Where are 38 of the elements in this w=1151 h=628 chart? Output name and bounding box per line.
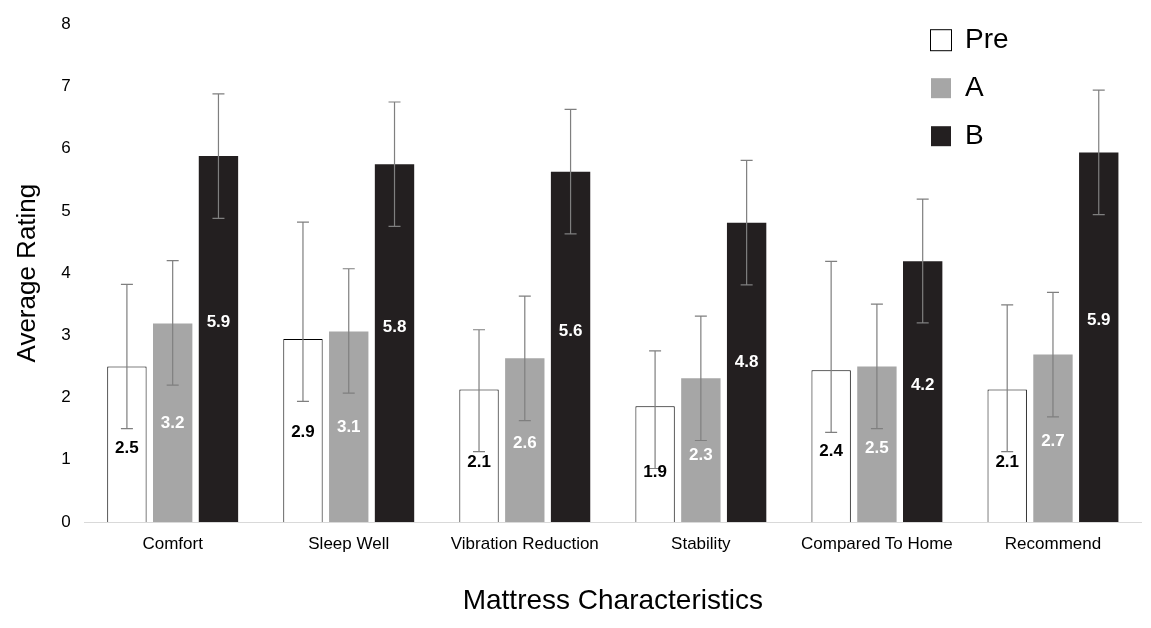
legend-label: Pre (965, 22, 1009, 54)
y-axis-title: Average Rating (10, 183, 41, 363)
x-tick-label: Comfort (142, 533, 204, 553)
data-label: 3.2 (160, 412, 185, 432)
data-label: 2.6 (512, 433, 537, 453)
y-tick-label: 4 (61, 262, 71, 282)
y-tick-label: 2 (61, 387, 71, 407)
y-tick-label: 0 (61, 511, 71, 531)
data-label: 1.9 (643, 462, 667, 482)
data-label: 2.4 (819, 440, 844, 460)
data-label: 5.9 (206, 312, 231, 332)
x-tick-label: Compared To Home (801, 533, 953, 553)
data-label: 5.8 (382, 317, 407, 337)
y-tick-label: 8 (61, 13, 71, 33)
legend-label: B (965, 118, 984, 150)
data-label: 2.9 (291, 421, 315, 441)
x-axis-title: Mattress Characteristics (462, 583, 763, 615)
data-label: 4.2 (910, 375, 935, 395)
y-tick-label: 6 (61, 138, 71, 158)
data-label: 2.5 (865, 438, 889, 458)
x-tick-label: Sleep Well (308, 533, 390, 553)
y-tick-label: 5 (61, 200, 71, 220)
legend-label: A (965, 70, 984, 102)
x-tick-label: Recommend (1004, 533, 1102, 553)
data-label: 5.9 (1086, 309, 1111, 329)
x-tick-label: Stability (671, 533, 732, 553)
data-label: 2.7 (1041, 431, 1065, 451)
y-tick-label: 3 (61, 325, 71, 345)
data-label: 2.1 (467, 452, 491, 472)
y-tick-label: 7 (61, 76, 71, 96)
x-tick-label: Vibration Reduction (450, 533, 599, 553)
data-label: 3.1 (336, 417, 361, 437)
data-label: 2.1 (995, 452, 1020, 472)
data-label: 5.6 (558, 321, 583, 341)
y-tick-label: 1 (61, 449, 71, 469)
data-label: 4.8 (734, 352, 759, 372)
data-label: 2.3 (689, 445, 713, 465)
data-label: 2.5 (115, 438, 139, 458)
